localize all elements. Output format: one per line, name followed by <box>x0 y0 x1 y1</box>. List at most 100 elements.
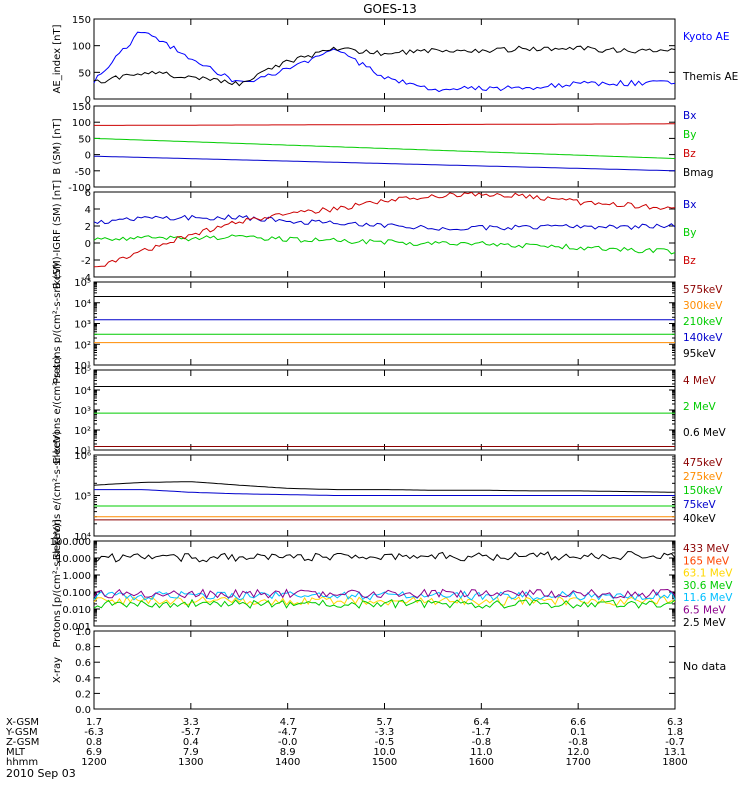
y-tick-label: 100.000 <box>50 537 91 548</box>
ephemeris-value: 0.4 <box>183 737 199 748</box>
y-tick-label: 10¹ <box>74 446 91 457</box>
series-line <box>93 137 676 159</box>
y-axis-label: B (SM)-IGRF (SM) [nT] <box>52 180 63 289</box>
y-tick-label: 150 <box>72 102 91 113</box>
legend-entry: 2 MeV <box>683 401 717 413</box>
y-tick-label: 10⁴ <box>74 386 91 397</box>
ephemeris-row-label: Z-GSM <box>6 737 39 748</box>
ephemeris-value: 1400 <box>275 757 300 768</box>
ephemeris-value: -0.8 <box>472 737 492 748</box>
series-line <box>93 588 676 599</box>
ephemeris-value: 6.9 <box>86 747 102 758</box>
legend-entry: Bx <box>683 199 696 211</box>
y-axis-label: X-ray <box>52 657 63 683</box>
y-tick-label: -100 <box>68 183 91 194</box>
legend-entry: 95keV <box>683 348 717 360</box>
y-axis-label: Electrons e/(cm²-s-sr-keV) <box>52 431 63 560</box>
y-tick-label: 0 <box>85 151 91 162</box>
legend-entry: 275keV <box>683 471 723 483</box>
y-tick-label: 10⁴ <box>74 532 91 543</box>
legend-entry: Bz <box>683 148 696 160</box>
panel-frame <box>93 369 676 451</box>
panel-3: -4 -2 0 2 4 6 B (SM)-IGRF (SM) [nT] Bx By Bz <box>52 180 696 289</box>
ephemeris-value: 6.4 <box>473 717 489 728</box>
ephemeris-value: 0.8 <box>86 737 102 748</box>
panel-frame <box>93 191 676 278</box>
y-tick-label: 10² <box>74 426 91 437</box>
legend-entry: 6.5 MeV <box>683 605 727 617</box>
y-tick-label: 2 <box>85 222 91 233</box>
y-tick-label: 4 <box>85 205 91 216</box>
legend-entry: Kyoto AE <box>683 31 729 43</box>
series-line <box>93 155 676 172</box>
y-tick-label: 0.0 <box>75 705 91 716</box>
series-line <box>93 598 676 609</box>
y-tick-label: 0 <box>85 239 91 250</box>
ephemeris-value: 3.3 <box>183 717 199 728</box>
y-tick-label: 50 <box>78 134 91 145</box>
legend-entry: 433 MeV <box>683 543 730 555</box>
ephemeris-value: 8.9 <box>280 747 296 758</box>
legend-entry: 11.6 MeV <box>683 592 733 604</box>
y-tick-label: 1.000 <box>62 571 91 582</box>
y-tick-label: 10⁴ <box>74 299 91 310</box>
legend-entry: Bz <box>683 255 696 267</box>
y-tick-label: 10³ <box>74 320 91 331</box>
ephemeris-value: -0.8 <box>568 737 588 748</box>
panel-frame <box>93 18 676 100</box>
y-tick-label: 0.2 <box>75 689 91 700</box>
panel-frame <box>93 540 676 627</box>
legend-entry: 300keV <box>683 300 723 312</box>
ephemeris-value: 1.8 <box>667 727 683 738</box>
y-tick-label: 6 <box>85 188 91 199</box>
legend-entry: Bmag <box>683 167 714 179</box>
series-line <box>93 45 676 87</box>
legend-entry: By <box>683 227 696 239</box>
legend-entry: 475keV <box>683 457 723 469</box>
ephemeris-value: 0.1 <box>570 727 586 738</box>
y-axis-label: AE_index [nT] <box>52 24 63 93</box>
panel-2: -100 -50 0 50 100 150 B (SM) [nT] Bx By Bz Bmag <box>52 102 714 194</box>
y-tick-label: 150 <box>72 15 91 26</box>
series-line <box>93 191 676 268</box>
legend-entry: By <box>683 129 696 141</box>
ephemeris-value: -4.7 <box>278 727 298 738</box>
ephemeris-value: 10.0 <box>373 747 395 758</box>
panel-frame <box>93 105 676 188</box>
panel-1: 0 50 100 150 AE_index [nT] Kyoto AE Themis AE <box>52 15 738 106</box>
ephemeris-value: -5.7 <box>181 727 201 738</box>
y-tick-label: 0.4 <box>75 674 91 685</box>
y-tick-label: -2 <box>81 256 91 267</box>
ephemeris-value: -0.0 <box>278 737 298 748</box>
ephemeris-value: -6.3 <box>84 727 104 738</box>
series-line <box>94 489 675 496</box>
panel-frame <box>93 281 676 366</box>
ephemeris-value: 1700 <box>565 757 590 768</box>
y-tick-label: 10³ <box>74 406 91 417</box>
y-tick-label: 0.010 <box>62 605 91 616</box>
ephemeris-value: 4.7 <box>280 717 296 728</box>
ephemeris-value: 6.3 <box>667 717 683 728</box>
ephemeris-axis: X-GSM 1.7 3.3 4.7 5.7 6.4 6.6 6.3 Y-GSM -6.3 -5.7 -… <box>5 717 688 768</box>
y-tick-label: 100 <box>72 118 91 129</box>
panel-frame <box>93 630 676 710</box>
series-line <box>93 214 676 231</box>
y-tick-label: 0.6 <box>75 658 91 669</box>
ephemeris-row-label: Y-GSM <box>5 727 38 738</box>
legend-entry: 2.5 MeV <box>683 617 727 629</box>
ephemeris-value: 1800 <box>662 757 687 768</box>
y-tick-label: 10⁵ <box>74 492 91 503</box>
y-tick-label: 10.000 <box>56 554 91 565</box>
legend-entry: 4 MeV <box>683 375 717 387</box>
y-tick-label: 0 <box>85 95 91 106</box>
series-line <box>93 481 676 493</box>
legend-entry: 210keV <box>683 316 723 328</box>
ephemeris-value: 11.0 <box>470 747 492 758</box>
ephemeris-value: 13.1 <box>664 747 686 758</box>
ephemeris-value: 1.7 <box>86 717 102 728</box>
y-tick-label: 10¹ <box>74 361 91 372</box>
panel-4: 10¹ 10² 10³ 10⁴ 10⁵ Protons p/(cm²-s-sr-keV) 5… <box>52 263 723 384</box>
ephemeris-value: -3.3 <box>375 727 395 738</box>
ephemeris-value: 1500 <box>372 757 397 768</box>
